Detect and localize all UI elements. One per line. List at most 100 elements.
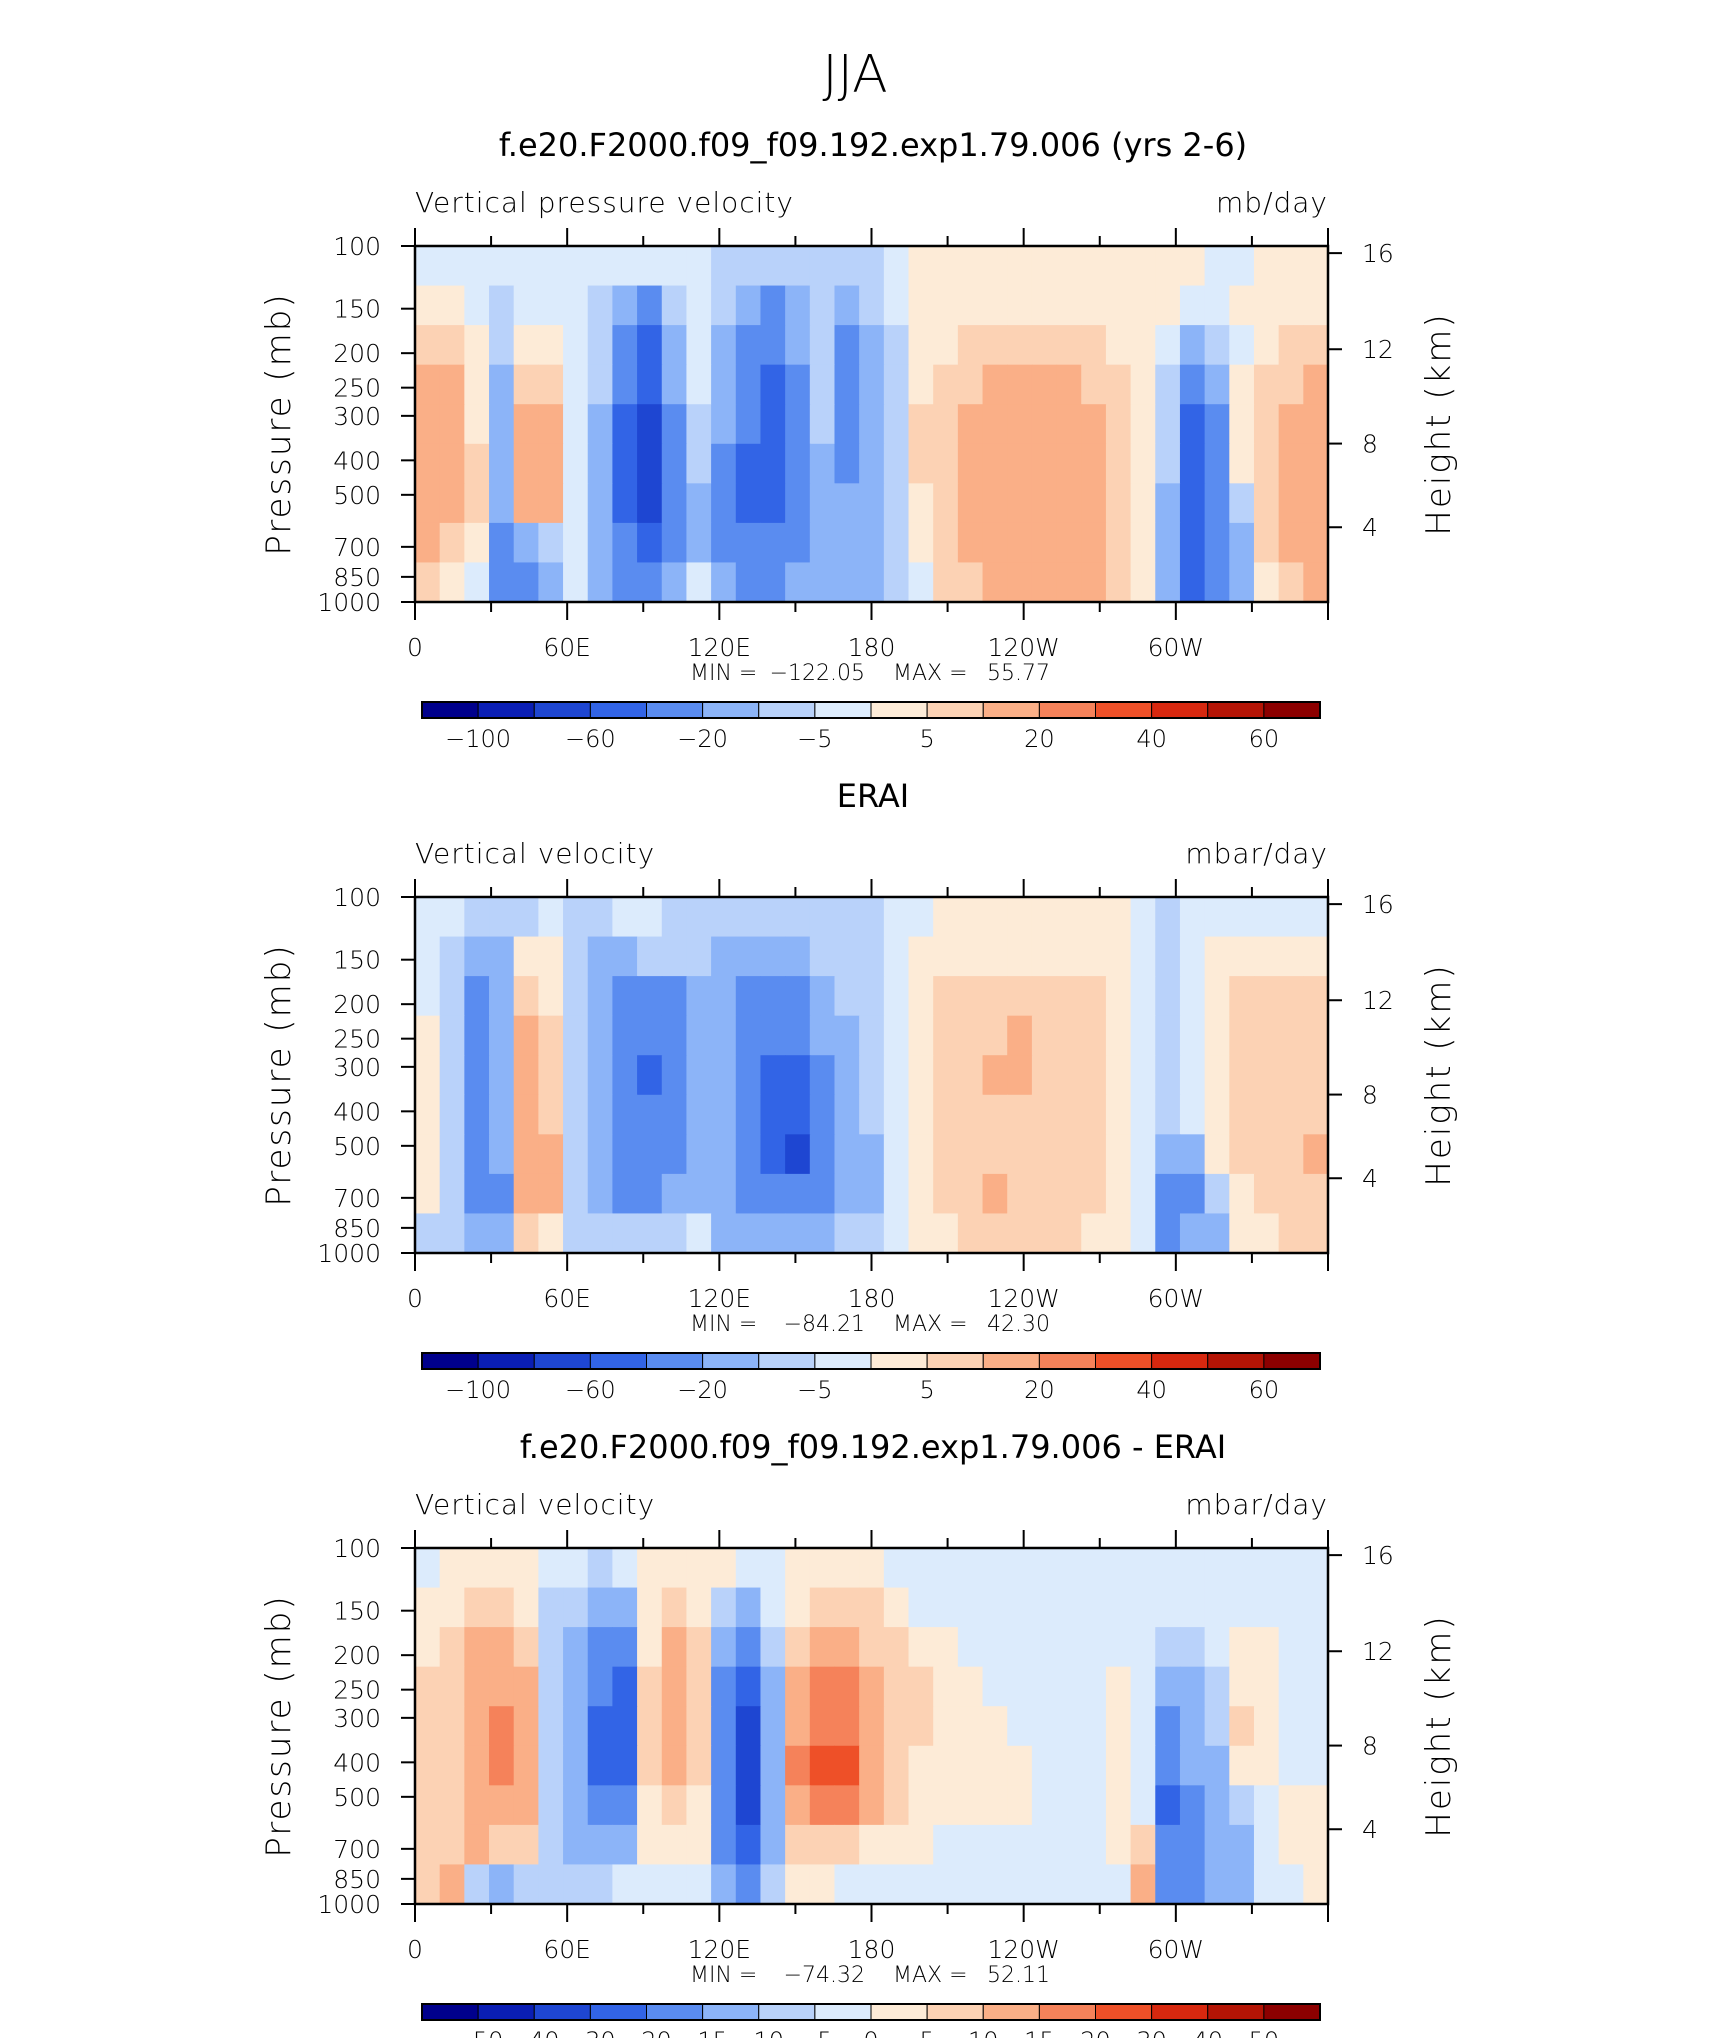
- heatmap-cell: [735, 1864, 762, 1905]
- heatmap-cell: [1303, 1134, 1329, 1175]
- heatmap-cell: [1007, 1134, 1033, 1175]
- heatmap-cell: [1130, 1666, 1156, 1707]
- heatmap-cell: [1031, 1094, 1058, 1135]
- heatmap-cell: [415, 325, 441, 366]
- heatmap-cell: [1105, 1706, 1132, 1747]
- colorbar-label: −20: [677, 1376, 728, 1404]
- heatmap-cell: [711, 246, 737, 287]
- heatmap-cell: [711, 1785, 737, 1826]
- heatmap-cell: [760, 1745, 786, 1786]
- heatmap-cell: [982, 246, 1008, 287]
- heatmap-cell: [711, 1627, 737, 1668]
- heatmap-cell: [1007, 1015, 1033, 1056]
- heatmap-cell: [1179, 1055, 1206, 1096]
- heatmap-cell: [612, 522, 638, 564]
- colorbar-box: [1263, 701, 1321, 719]
- heatmap-cell: [587, 522, 614, 564]
- heatmap-cell: [1303, 1824, 1329, 1866]
- heatmap-cell: [538, 1824, 564, 1866]
- heatmap-cell: [1155, 897, 1181, 938]
- min-value: −122.05: [770, 661, 865, 686]
- heatmap-cell: [1056, 1015, 1082, 1056]
- heatmap-cell: [1204, 1824, 1230, 1866]
- heatmap-cell: [1303, 1587, 1329, 1628]
- heatmap-cell: [538, 325, 564, 366]
- heatmap-cell: [587, 1173, 614, 1215]
- heatmap-cell: [489, 483, 515, 524]
- heatmap-cell: [883, 285, 910, 326]
- y-tick-label: 250: [333, 374, 381, 403]
- heatmap-cell: [957, 246, 984, 287]
- heatmap-cell: [1007, 936, 1033, 977]
- heatmap-cell: [908, 483, 934, 524]
- heatmap-cell: [513, 1094, 539, 1135]
- heatmap-cell: [563, 1134, 589, 1175]
- heatmap-cell: [587, 1015, 614, 1056]
- y2-axis-label: Height (km): [1419, 312, 1459, 535]
- heatmap-cell: [834, 1745, 860, 1786]
- heatmap-cell: [1204, 1666, 1230, 1707]
- heatmap-cell: [1007, 562, 1033, 603]
- heatmap-cell: [1081, 1015, 1107, 1056]
- heatmap-cell: [464, 325, 490, 366]
- heatmap-cell: [661, 1864, 688, 1905]
- heatmap-cell: [1056, 897, 1082, 938]
- heatmap-cell: [489, 1055, 515, 1096]
- heatmap-cell: [1031, 1706, 1058, 1747]
- heatmap-cell: [538, 285, 564, 326]
- heatmap-cell: [439, 1055, 465, 1096]
- heatmap-cell: [982, 1134, 1008, 1175]
- heatmap-cell: [1253, 483, 1280, 524]
- heatmap-cell: [760, 325, 786, 366]
- heatmap-cell: [538, 1587, 564, 1628]
- heatmap-cell: [1155, 246, 1181, 287]
- heatmap-cell: [1056, 1213, 1082, 1254]
- heatmap-cell: [711, 1094, 737, 1135]
- colorbar-label: 30: [1136, 2027, 1167, 2038]
- heatmap-cell: [415, 443, 441, 484]
- heatmap-cell: [1031, 1864, 1058, 1905]
- heatmap-cell: [513, 522, 539, 564]
- heatmap-cell: [735, 1548, 762, 1589]
- heatmap-cell: [883, 976, 910, 1017]
- heatmap-cell: [982, 1587, 1008, 1628]
- heatmap-cell: [1056, 522, 1082, 564]
- heatmap-cell: [982, 364, 1008, 405]
- heatmap-cell: [1105, 1666, 1132, 1707]
- heatmap-cell: [563, 364, 589, 405]
- heatmap-cell: [711, 285, 737, 326]
- colorbar-frame: [421, 1352, 1321, 1370]
- heatmap-cell: [1105, 522, 1132, 564]
- x-tick-label: 120E: [688, 1284, 752, 1313]
- colorbar-label: 40: [1136, 1376, 1167, 1404]
- heatmap-cell: [1278, 976, 1304, 1017]
- x-tick-label: 120W: [987, 633, 1059, 662]
- y-tick-label: 1000: [317, 1239, 381, 1268]
- heatmap-cell: [1007, 1864, 1033, 1905]
- heatmap-cell: [1204, 1706, 1230, 1747]
- heatmap-cell: [809, 1213, 836, 1254]
- heatmap-cell: [1155, 1785, 1181, 1826]
- heatmap-cell: [1204, 1627, 1230, 1668]
- heatmap-cell: [957, 1627, 984, 1668]
- heatmap-cell: [464, 562, 490, 603]
- heatmap-cell: [1229, 1015, 1255, 1056]
- heatmap-cell: [809, 1666, 836, 1707]
- heatmap-cell: [415, 1055, 441, 1096]
- colorbar: −100 −60 −20 −5 5 20 40 60: [421, 1352, 1321, 1404]
- heatmap-cell: [711, 443, 737, 484]
- heatmap-cell: [809, 1706, 836, 1747]
- heatmap-cell: [933, 1745, 959, 1786]
- heatmap-cell: [1204, 897, 1230, 938]
- heatmap-cell: [1253, 1627, 1280, 1668]
- heatmap-cell: [464, 1706, 490, 1747]
- heatmap-cell: [1007, 1824, 1033, 1866]
- heatmap-cell: [1105, 1587, 1132, 1628]
- heatmap-cell: [711, 1666, 737, 1707]
- heatmap-cell: [538, 364, 564, 405]
- colorbar-box: [870, 1352, 928, 1370]
- heatmap-cell: [933, 1666, 959, 1707]
- heatmap-cell: [1204, 976, 1230, 1017]
- colorbar-box: [1207, 701, 1265, 719]
- y-tick-label: 500: [333, 481, 381, 510]
